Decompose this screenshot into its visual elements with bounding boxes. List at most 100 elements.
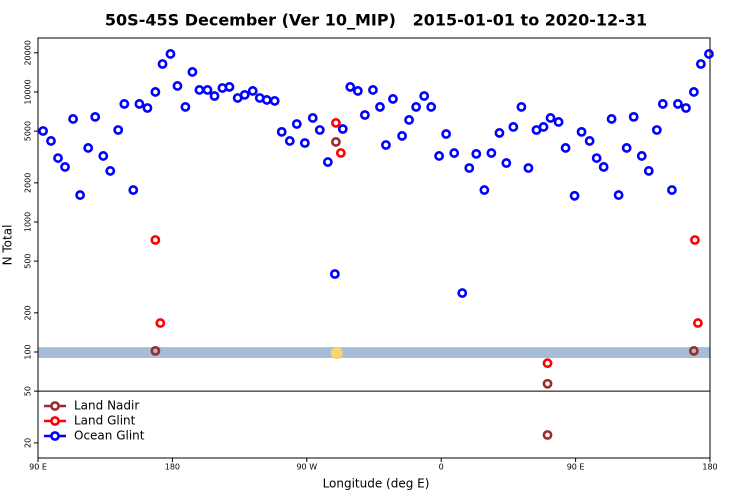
data-point (486, 148, 497, 158)
data-point (331, 137, 341, 147)
data-point (187, 67, 198, 77)
data-point (516, 102, 527, 112)
data-point (542, 358, 553, 369)
data-point (150, 235, 161, 245)
plot-frame (37, 37, 711, 459)
data-point (352, 86, 363, 96)
data-point (142, 103, 153, 113)
chart-title: 50S-45S December (Ver 10_MIP) 2015-01-01… (105, 11, 647, 30)
data-point (693, 318, 703, 328)
data-point (60, 162, 70, 172)
data-point (441, 129, 452, 139)
data-point (508, 122, 519, 132)
x-tick-label: 90 W (296, 463, 317, 472)
data-point (291, 119, 302, 129)
data-point (83, 143, 94, 153)
y-tick-label: 50 (24, 386, 33, 396)
data-point (404, 115, 414, 125)
data-point (419, 91, 430, 101)
data-point (464, 163, 475, 173)
data-point (688, 345, 699, 356)
legend-label: Land Nadir (74, 399, 139, 413)
data-point (542, 378, 553, 389)
data-point (119, 99, 130, 109)
data-point (598, 162, 609, 172)
data-point (128, 185, 139, 195)
data-point (636, 151, 647, 161)
data-point (643, 166, 654, 176)
x-tick-label: 180 (702, 463, 717, 472)
data-point (434, 151, 445, 161)
data-point (584, 136, 595, 146)
x-tick-label: 0 (439, 463, 444, 472)
data-point (560, 143, 571, 153)
x-axis-label: Longitude (deg E) (323, 477, 430, 491)
legend-marker (50, 401, 60, 411)
data-point (157, 59, 168, 69)
data-point (538, 122, 549, 132)
data-point (381, 140, 391, 150)
data-point (388, 94, 398, 104)
data-point (329, 269, 340, 279)
data-point (375, 102, 385, 112)
data-point (479, 185, 490, 195)
data-point (494, 128, 505, 138)
data-point (150, 87, 161, 97)
legend-marker (50, 416, 60, 426)
data-point (155, 318, 166, 328)
data-point (688, 87, 699, 97)
data-point (269, 96, 280, 106)
data-point (695, 59, 706, 69)
data-point (397, 131, 407, 141)
data-point (690, 235, 700, 245)
data-point (331, 118, 341, 128)
data-point (591, 153, 602, 163)
data-point (606, 114, 617, 124)
data-point (284, 136, 295, 146)
highlight-marker (330, 347, 343, 360)
data-point (38, 126, 48, 136)
data-point (426, 102, 437, 112)
x-tick-label: 180 (165, 463, 180, 472)
data-point (667, 185, 677, 195)
data-point (621, 143, 632, 153)
data-point (299, 138, 310, 148)
data-point (337, 124, 348, 134)
data-point (545, 113, 556, 123)
data-point (224, 82, 235, 92)
y-tick-label: 500 (24, 253, 33, 268)
legend-label: Land Glint (74, 414, 136, 428)
data-point (523, 163, 534, 173)
data-point (411, 102, 422, 112)
data-point (261, 95, 272, 105)
reference-band (38, 347, 710, 358)
data-point (105, 166, 116, 176)
y-tick-label: 10000 (24, 79, 33, 104)
y-axis-label: N Total (1, 225, 15, 266)
data-point (576, 126, 587, 137)
data-point (345, 82, 356, 92)
y-tick-label: 20000 (24, 40, 33, 65)
data-point (681, 103, 691, 113)
data-point (307, 113, 318, 123)
data-point (471, 148, 482, 159)
data-point (202, 85, 213, 95)
data-point (150, 345, 161, 356)
data-point (46, 136, 56, 146)
data-point (209, 91, 220, 101)
data-point (113, 125, 124, 135)
legend-marker (50, 431, 60, 441)
data-point (98, 151, 109, 161)
y-tick-label: 200 (24, 305, 33, 320)
x-tick-label: 90 E (29, 463, 47, 472)
data-point (68, 114, 78, 124)
y-tick-label: 2000 (24, 173, 33, 193)
data-point (457, 288, 468, 298)
data-point (247, 86, 258, 96)
data-point (704, 49, 714, 59)
data-point (314, 125, 325, 135)
data-point (368, 85, 378, 95)
data-point (75, 190, 86, 200)
